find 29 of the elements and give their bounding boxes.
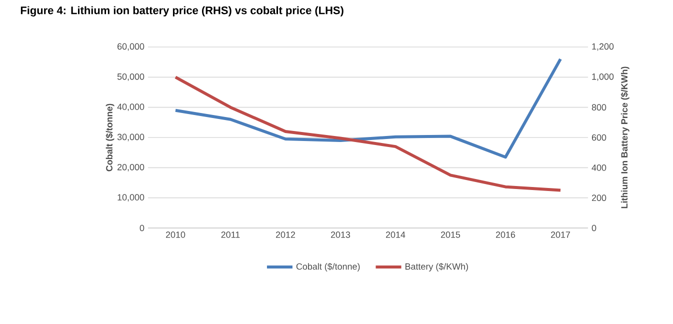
x-tick-label: 2016 xyxy=(496,232,516,238)
x-tick-label: 2012 xyxy=(276,232,296,238)
chart-title: Figure 4: Lithium ion battery price (RHS) vs cobalt price (LHS) xyxy=(20,6,344,16)
y2-tick-label: 1,200 xyxy=(592,43,614,51)
y-tick-label: 30,000 xyxy=(117,134,144,142)
x-tick-label: 2015 xyxy=(440,232,460,238)
y2-axis-title: Lithium Ion Battery Price ($/KWh) xyxy=(620,66,630,208)
y2-tick-label: 400 xyxy=(592,164,606,171)
y-tick-label: 50,000 xyxy=(117,73,144,81)
y-axis-title: Cobalt ($/tonne) xyxy=(106,104,114,172)
y2-tick-label: 800 xyxy=(592,104,606,111)
y-tick-label: 10,000 xyxy=(118,194,144,202)
x-tick-label: 2014 xyxy=(386,232,406,238)
y2-tick-label: 200 xyxy=(592,194,606,202)
y-tick-label: 0 xyxy=(140,224,144,232)
legend-label: Cobalt ($/tonne) xyxy=(296,262,360,272)
x-tick-label: 2017 xyxy=(550,232,570,238)
line-series xyxy=(174,58,562,159)
y-tick-label: 40,000 xyxy=(117,104,144,112)
legend-label: Battery ($/KWh) xyxy=(405,262,468,272)
y-tick-label: 20,000 xyxy=(118,164,144,172)
y2-tick-label: 600 xyxy=(592,134,606,141)
line-series xyxy=(174,76,562,192)
y-tick-label: 60,000 xyxy=(118,43,144,51)
x-tick-label: 2011 xyxy=(221,232,240,238)
y2-tick-label: 1,000 xyxy=(592,73,614,81)
x-tick-label: 2010 xyxy=(166,232,186,238)
y2-tick-label: 0 xyxy=(592,224,596,232)
x-tick-label: 2013 xyxy=(330,232,350,238)
